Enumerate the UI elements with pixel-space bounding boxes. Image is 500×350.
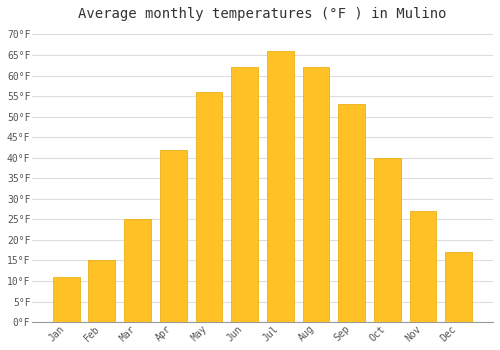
Bar <box>88 260 115 322</box>
Bar <box>53 277 80 322</box>
Bar <box>267 51 293 322</box>
Bar <box>374 158 400 322</box>
Bar <box>446 252 472 322</box>
Bar <box>410 211 436 322</box>
Title: Average monthly temperatures (°F ) in Mulino: Average monthly temperatures (°F ) in Mu… <box>78 7 446 21</box>
Bar <box>124 219 151 322</box>
Bar <box>338 104 365 322</box>
Bar <box>231 67 258 322</box>
Bar <box>160 149 186 322</box>
Bar <box>196 92 222 322</box>
Bar <box>302 67 330 322</box>
